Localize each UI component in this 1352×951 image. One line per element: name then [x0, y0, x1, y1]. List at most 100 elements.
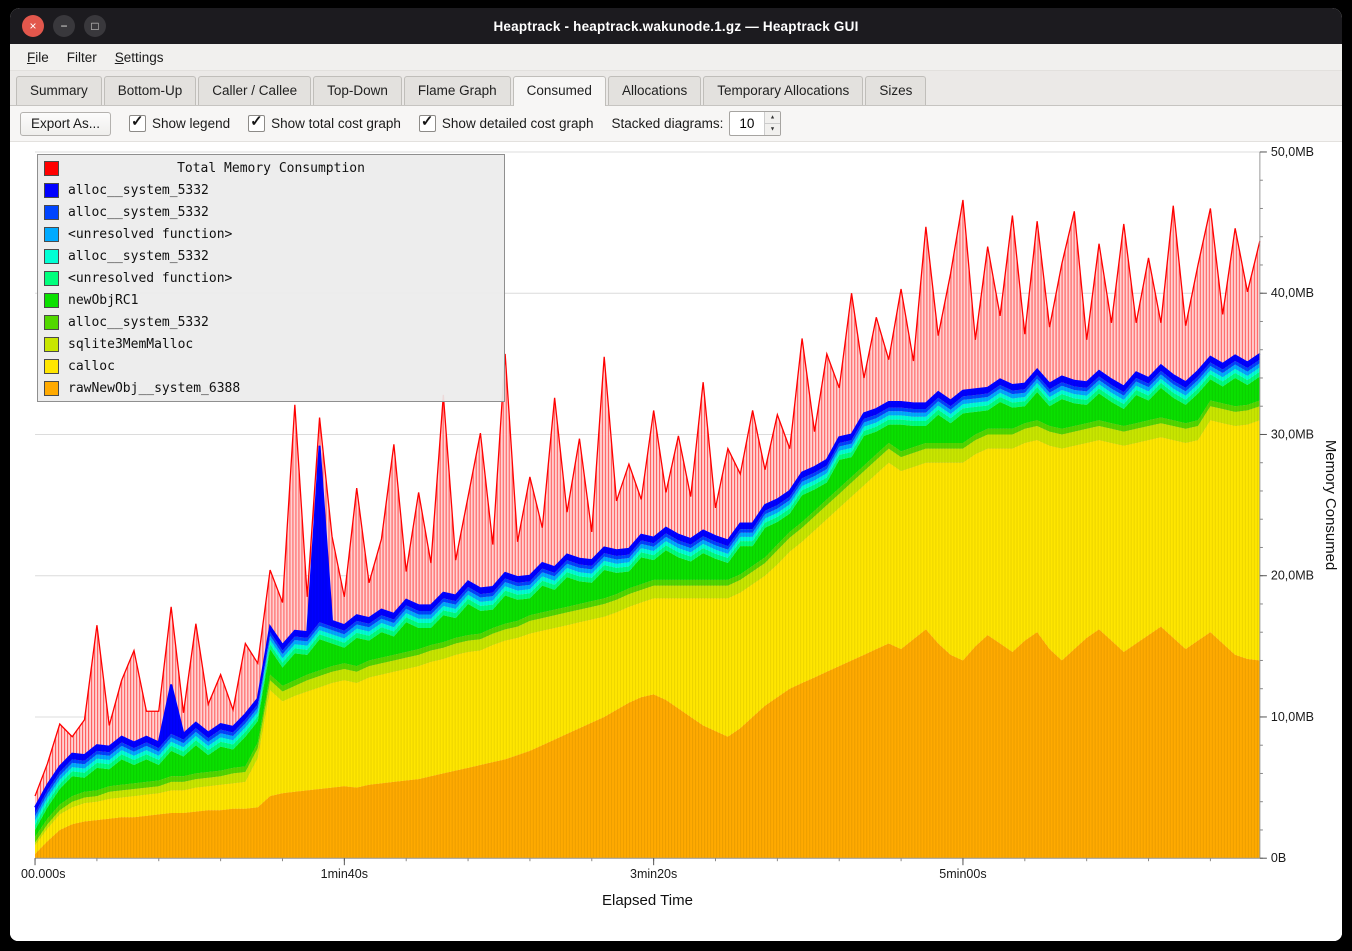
menu-file-accel: F	[27, 49, 36, 65]
menu-item-settings[interactable]: Settings	[106, 47, 173, 68]
x-tick-label: 00.000s	[21, 867, 66, 881]
chart-area[interactable]: 00.000s 1min40s 3min20s 5min00s 0B 10,0MB 20,0…	[10, 142, 1342, 941]
y-tick-label: 30,0MB	[1271, 427, 1314, 441]
series-area-newobjrc1	[35, 376, 1260, 838]
legend-swatch	[44, 182, 59, 198]
legend-label: newObjRC1	[68, 292, 139, 308]
maximize-icon: □	[91, 19, 99, 33]
legend-swatch	[44, 204, 59, 220]
checkbox-box: ✓	[248, 113, 266, 132]
legend-row: <unresolved function>	[38, 223, 504, 245]
checkbox-show-detailed-cost-graph[interactable]: ✓ Show detailed cost graph	[418, 113, 594, 132]
legend-swatch	[44, 314, 59, 330]
legend-label: rawNewObj__system_6388	[68, 380, 241, 396]
checkbox-box: ✓	[129, 113, 147, 132]
spinner-down-button[interactable]: ▼	[765, 124, 781, 135]
legend-row: rawNewObj__system_6388	[38, 377, 504, 399]
legend-label: alloc__system_5332	[68, 182, 209, 198]
checkbox-label: Show detailed cost graph	[441, 116, 594, 131]
y-axis-title: Memory Consumed	[1322, 440, 1339, 570]
window-title: Heaptrack - heaptrack.wakunode.1.gz — He…	[493, 18, 859, 34]
series-area-rawnewobj-system-6388	[35, 626, 1260, 859]
tab-flame-graph[interactable]: Flame Graph	[403, 76, 511, 105]
legend-label: alloc__system_5332	[68, 314, 209, 330]
minimize-button[interactable]: −	[53, 15, 75, 37]
legend-label: <unresolved function>	[68, 226, 233, 242]
legend-row: alloc__system_5332	[38, 201, 504, 223]
check-icon: ✓	[131, 113, 144, 130]
y-tick-label: 40,0MB	[1271, 286, 1314, 300]
menu-item-file[interactable]: File	[18, 47, 58, 68]
maximize-button[interactable]: □	[84, 15, 106, 37]
checkbox-box: ✓	[418, 113, 436, 132]
close-button[interactable]: ×	[22, 15, 44, 37]
tab-allocations[interactable]: Allocations	[607, 76, 702, 105]
legend-label: <unresolved function>	[68, 270, 233, 286]
spin-up-icon: ▲	[770, 114, 776, 121]
legend-row: sqlite3MemMalloc	[38, 333, 504, 355]
menu-settings-label: ettings	[123, 49, 164, 65]
tab-caller-callee[interactable]: Caller / Callee	[198, 76, 312, 105]
total-line	[34, 199, 1261, 797]
x-axis-title: Elapsed Time	[602, 892, 693, 909]
menu-bar: File Filter Settings	[10, 44, 1342, 71]
spinner-arrows: ▲ ▼	[764, 112, 781, 135]
tab-bar: Summary Bottom-Up Caller / Callee Top-Do…	[10, 71, 1342, 106]
series-area-calloc	[35, 420, 1260, 855]
close-icon: ×	[29, 19, 37, 33]
title-bar: × − □ Heaptrack - heaptrack.wakunode.1.g…	[10, 8, 1342, 44]
app-window: × − □ Heaptrack - heaptrack.wakunode.1.g…	[10, 8, 1342, 941]
legend-label: alloc__system_5332	[68, 204, 209, 220]
legend-row: Total Memory Consumption	[38, 157, 504, 179]
legend-label: sqlite3MemMalloc	[68, 336, 194, 352]
legend-row: alloc__system_5332	[38, 179, 504, 201]
legend-row: newObjRC1	[38, 289, 504, 311]
tab-temporary-allocations[interactable]: Temporary Allocations	[703, 76, 864, 105]
stacked-diagrams-spinner[interactable]: 10 ▲ ▼	[729, 111, 782, 136]
toolbar: Export As... ✓ Show legend ✓ Show total …	[10, 106, 1342, 142]
check-icon: ✓	[250, 113, 263, 130]
legend-swatch	[44, 248, 59, 264]
checkbox-show-total-cost-graph[interactable]: ✓ Show total cost graph	[248, 113, 401, 132]
legend-swatch	[44, 226, 59, 242]
legend-label: Total Memory Consumption	[177, 160, 365, 176]
legend-swatch	[44, 160, 59, 176]
legend-row: calloc	[38, 355, 504, 377]
menu-filter-label: Filter	[66, 49, 97, 65]
spinner-up-button[interactable]: ▲	[765, 112, 781, 124]
menu-item-filter[interactable]: Filter	[58, 47, 106, 68]
memory-consumption-chart[interactable]: 00.000s 1min40s 3min20s 5min00s 0B 10,0MB 20,0…	[10, 142, 1342, 941]
legend-row: alloc__system_5332	[38, 245, 504, 267]
stack-top-line	[34, 353, 1261, 808]
stacked-diagrams-label: Stacked diagrams:	[611, 116, 724, 131]
tab-consumed[interactable]: Consumed	[512, 76, 606, 106]
window-controls: × − □	[22, 8, 106, 44]
check-icon: ✓	[420, 113, 434, 130]
y-tick-label: 10,0MB	[1271, 710, 1314, 724]
spinner-value[interactable]: 10	[739, 116, 755, 131]
legend-label: calloc	[68, 358, 115, 374]
y-tick-label: 20,0MB	[1271, 569, 1314, 583]
checkbox-label: Show legend	[152, 116, 231, 131]
x-tick-label: 5min00s	[939, 867, 986, 881]
legend-swatch	[44, 380, 59, 396]
chart-legend: Total Memory Consumption alloc__system_53…	[37, 154, 505, 402]
x-tick-label: 1min40s	[321, 867, 368, 881]
checkbox-show-legend[interactable]: ✓ Show legend	[129, 113, 231, 132]
y-tick-label: 50,0MB	[1271, 145, 1314, 159]
legend-row: alloc__system_5332	[38, 311, 504, 333]
tab-bottom-up[interactable]: Bottom-Up	[103, 76, 197, 105]
legend-row: <unresolved function>	[38, 267, 504, 289]
minimize-icon: −	[60, 19, 68, 33]
tab-sizes[interactable]: Sizes	[865, 76, 927, 105]
checkbox-label: Show total cost graph	[271, 116, 401, 131]
legend-swatch	[44, 336, 59, 352]
x-tick-label: 3min20s	[630, 867, 677, 881]
tab-top-down[interactable]: Top-Down	[313, 76, 402, 105]
legend-swatch	[44, 292, 59, 308]
menu-file-label: ile	[35, 49, 49, 65]
spin-down-icon: ▼	[770, 126, 776, 133]
tab-summary[interactable]: Summary	[16, 76, 102, 105]
y-tick-label: 0B	[1271, 851, 1286, 865]
export-as-button[interactable]: Export As...	[20, 111, 112, 136]
